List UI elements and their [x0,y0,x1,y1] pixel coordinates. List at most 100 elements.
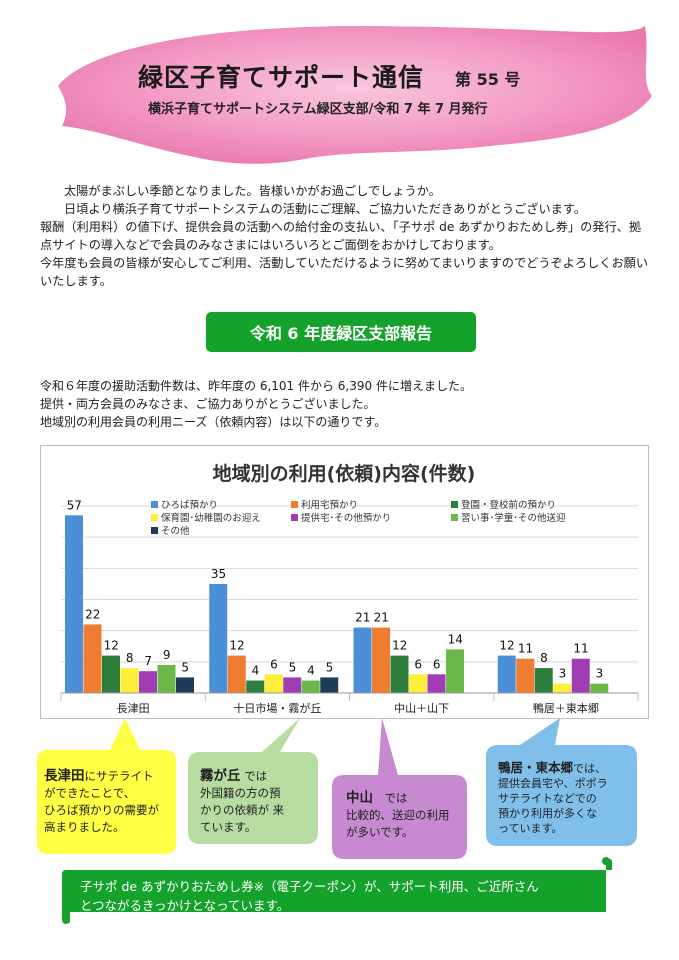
bar [139,671,157,693]
bar [246,680,265,693]
data-label: 12 [499,639,514,653]
legend-label: 習い事･学童･その他送迎 [461,512,566,524]
legend-label: その他 [161,525,190,537]
section-heading: 令和 6 年度緑区支部報告 [206,312,476,352]
bar [227,655,246,693]
bubble-nagatsuta [37,718,176,854]
legend-label: 提供宅･その他預かり [301,512,391,524]
category-label: 中山＋山下 [394,702,449,715]
bubble-line: 預かり利用が多くな [498,807,597,820]
bar [102,655,120,693]
report-text: 令和６年度の援助活動件数は、昨年度の 6,101 件から 6,390 件に増えま… [40,377,650,431]
bar [390,655,409,693]
page-subtitle: 横浜子育てサポートシステム緑区支部/令和 7 年 7 月発行 [148,102,488,117]
bubble-place: 鴨居・東本郷 [498,760,574,775]
category-label: 鴨居＋東本郷 [533,701,599,715]
data-label: 7 [144,654,152,668]
footer-line: とつながるきっかけとなっています。 [80,898,290,913]
header-banner [58,26,652,164]
bar [516,658,535,693]
legend-label: 利用宅預かり [301,499,358,511]
report-line: 令和６年度の援助活動件数は、昨年度の 6,101 件から 6,390 件に増えま… [40,379,472,393]
bar [120,668,139,693]
legend-label: ひろば預かり [161,500,218,511]
bubble-text-kirigaoka: 霧が丘 では 外国籍の方の預 かりの依頼が 来 ています。 [200,768,312,836]
legend-swatch [151,501,158,508]
data-label: 11 [573,642,588,656]
footer-text: 子サポ de あずかりおためし券※（電子クーポン）が、サポート利用、ご近所さん … [80,877,610,915]
footer-line: 子サポ de あずかりおためし券※（電子クーポン）が、サポート利用、ご近所さん [80,879,539,894]
footer-scroll [62,858,612,924]
bubble-line: 外国籍の方の預 [200,786,281,800]
data-label: 21 [374,611,389,625]
legend-swatch [451,501,458,508]
bubble-line: では [244,769,268,783]
data-label: 6 [433,657,441,671]
report-line: 提供・両方会員のみなさま、ご協力ありがとうございました。 [40,397,376,411]
data-label: 5 [181,660,189,674]
data-label: 8 [540,651,548,665]
data-label: 3 [559,667,567,681]
intro-line: 太陽がまぶしい季節となりました。皆様いかがお過ごしでしょうか。 [64,184,441,198]
data-label: 12 [104,639,119,653]
chart-title: 地域別の利用(依頼)内容(件数) [213,462,476,485]
data-label: 6 [270,657,278,671]
legend-label: 保育園･幼稚園のお迎え [161,512,261,524]
bubble-kirigaoka [188,718,318,844]
data-label: 6 [414,657,422,671]
bubble-text-nakayama: 中山 では 比較的、送迎の利用 が多いです。 [346,790,466,841]
legend-label: 登園・登校前の預かり [461,499,556,511]
issue-number: 第 55 号 [455,70,521,89]
data-label: 4 [252,664,260,678]
bar [571,658,590,693]
bubble-line: 比較的、送迎の利用 [346,808,450,822]
bubble-line: ひろば預かりの需要が [44,803,159,817]
data-label: 5 [289,660,297,674]
bar [320,677,339,693]
intro-line: 今年度も会員の皆様が安心してご利用、活動していただけるように努めてまいりますので… [40,256,649,288]
data-label: 35 [211,567,226,581]
bar [553,683,572,693]
bubble-line: サテライトなどでの [498,792,597,805]
data-label: 22 [85,607,100,621]
bar [353,627,372,693]
data-label: 11 [518,642,533,656]
data-label: 8 [126,651,134,665]
bubble-line: が多いです。 [346,825,414,839]
bubble-place: 長津田 [44,768,85,784]
bar [427,674,446,693]
bubble-line: ています。 [200,820,257,834]
bubble-line: ができたことで、 [44,786,136,800]
bar [65,515,83,693]
data-label: 12 [392,639,407,653]
data-label: 21 [355,611,370,625]
data-label: 57 [67,498,82,512]
bar-chart: 地域別の利用(依頼)内容(件数) ひろば預かり 利用宅預かり 登園・登校前の預かり保育… [40,445,649,719]
bubble-line: っています。 [498,822,563,835]
bubble-place: 中山 [346,790,373,806]
bar [83,624,102,693]
bubble-text-nagatsuta: 長津田にサテライト ができたことで、 ひろば預かりの需要が 高まりました。 [44,768,174,836]
bar [283,677,302,693]
bar [497,655,516,693]
data-label: 9 [163,648,171,662]
legend-swatch [451,514,458,521]
intro-line: 日頃より横浜子育てサポートシステムの活動にご理解、ご協力いただきありがとうござい… [64,202,586,216]
bubble-line: かりの依頼が 来 [200,803,285,817]
legend-swatch [151,514,158,521]
bubble-place: 霧が丘 [200,768,241,784]
bubble-kamoi [486,718,637,846]
bubble-line: では、 [573,762,607,775]
bar [534,668,553,693]
intro-line: 報酬（利用料）の値下げ、提供会員の活動への給付金の支払い、「子サポ de あずか… [40,220,642,252]
bubble-line: 高まりました。 [44,820,125,834]
bar [157,664,176,693]
data-label: 3 [596,667,604,681]
legend-swatch [151,527,158,534]
intro-text: 太陽がまぶしい季節となりました。皆様いかがお過ごしでしょうか。 日頃より横浜子育… [40,182,650,290]
legend-swatch [291,514,298,521]
data-label: 14 [448,632,463,646]
bar [264,674,283,693]
bar [409,674,427,693]
legend-swatch [291,501,298,508]
